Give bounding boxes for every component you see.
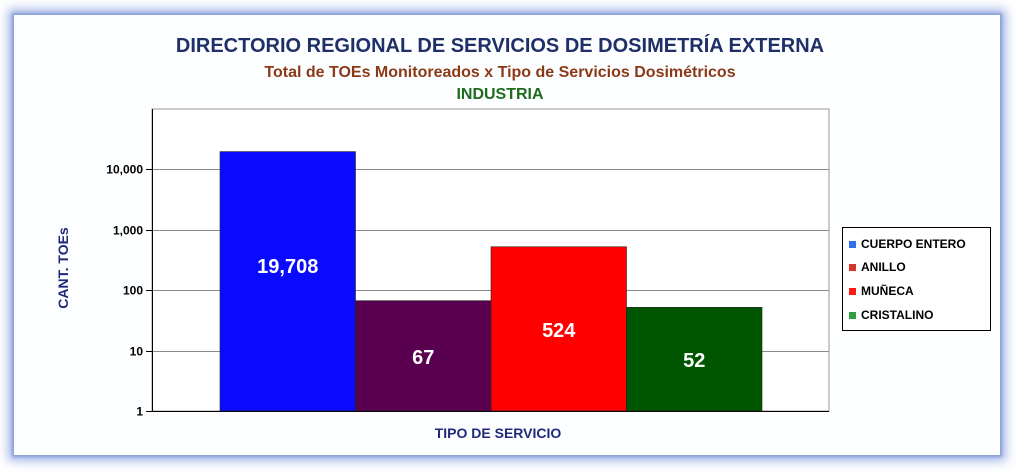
legend-label-cristalino: CRISTALINO (861, 308, 934, 322)
bar-muneca (490, 246, 627, 412)
legend-item-muneca: MUÑECA (849, 284, 914, 298)
chart-subtitle: Total de TOEs Monitoreados x Tipo de Ser… (264, 64, 736, 81)
legend-swatch-muneca (849, 287, 856, 295)
bar-cristalino (626, 307, 763, 412)
legend-swatch-anillo (849, 263, 856, 271)
chart-subtitle-industry: INDUSTRIA (456, 86, 544, 103)
legend: CUERPO ENTERO ANILLO MUÑECA CRISTALINO (842, 227, 991, 331)
y-tick-label: 10,000 (106, 163, 143, 177)
chart-title: DIRECTORIO REGIONAL DE SERVICIOS DE DOSI… (175, 35, 825, 57)
bar-cuerpo-entero (219, 151, 356, 412)
legend-swatch-cuerpo-entero (849, 240, 856, 248)
y-tick-label: 1 (136, 405, 143, 419)
data-label-muneca: 524 (542, 320, 576, 342)
y-tick-label: 10 (130, 345, 144, 359)
legend-label-anillo: ANILLO (861, 260, 906, 274)
data-label-cuerpo-entero: 19,708 (257, 256, 318, 278)
data-label-anillo: 67 (412, 347, 434, 369)
y-tick-label: 100 (123, 284, 143, 298)
x-axis-label: TIPO DE SERVICIO (435, 425, 562, 441)
legend-item-cristalino: CRISTALINO (849, 308, 933, 322)
y-axis-label: CANT. TOEs (55, 227, 71, 309)
legend-swatch-cristalino (849, 311, 856, 319)
legend-item-anillo: ANILLO (849, 260, 906, 274)
legend-item-cuerpo-entero: CUERPO ENTERO (849, 237, 966, 251)
data-label-cristalino: 52 (683, 350, 705, 372)
legend-label-muneca: MUÑECA (861, 284, 914, 298)
bar-anillo (355, 300, 492, 412)
y-tick-label: 1,000 (113, 224, 143, 238)
legend-label-cuerpo-entero: CUERPO ENTERO (861, 237, 966, 251)
